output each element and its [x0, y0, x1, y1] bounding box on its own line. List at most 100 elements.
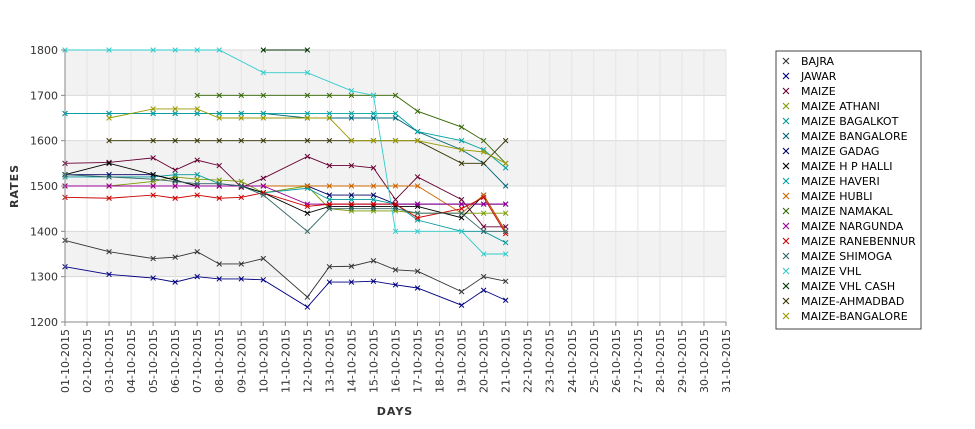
legend-item: MAIZE GADAG	[782, 145, 879, 158]
legend-marker	[782, 102, 790, 110]
series-layer	[62, 47, 509, 310]
legend-item: MAIZE SHIMOGA	[782, 250, 892, 263]
x-tick-label: 24-10-2015	[566, 329, 579, 393]
data-point	[194, 157, 200, 163]
data-point	[216, 47, 222, 53]
data-point	[370, 115, 377, 121]
data-point	[150, 192, 156, 198]
data-point	[414, 108, 421, 114]
legend-label: MAIZE	[801, 85, 836, 98]
data-point	[216, 115, 222, 121]
data-point	[502, 165, 509, 171]
legend-marker	[782, 87, 790, 95]
y-tick-label: 1800	[30, 44, 58, 57]
data-point	[414, 201, 421, 207]
legend-item: MAIZE VHL CASH	[782, 280, 895, 293]
x-tick-label: 16-10-2015	[390, 329, 403, 393]
data-point	[370, 205, 377, 212]
data-point	[414, 137, 421, 144]
legend-label: JAWAR	[800, 70, 837, 83]
y-tick-labels: 1200 1300 1400 1500 1600 1700 1800	[30, 44, 65, 329]
legend-label: BAJRA	[801, 55, 835, 68]
x-tick-label: 11-10-2015	[279, 329, 292, 393]
data-point	[304, 228, 311, 235]
data-point	[150, 183, 156, 189]
data-point	[194, 176, 200, 182]
x-tick-label: 28-10-2015	[654, 329, 667, 393]
data-point	[348, 88, 355, 94]
data-point	[106, 195, 112, 201]
data-point	[480, 228, 487, 235]
legend-marker	[782, 312, 790, 320]
data-point	[304, 115, 311, 121]
data-point	[502, 228, 509, 235]
series-15	[260, 47, 311, 53]
x-axis-title: DAYS	[377, 405, 413, 418]
data-point	[502, 160, 509, 167]
data-point	[194, 47, 200, 53]
data-point	[304, 153, 311, 160]
data-point	[370, 201, 377, 207]
legend-marker	[782, 132, 790, 140]
legend-item: MAIZE-AHMADBAD	[782, 295, 904, 308]
data-point	[106, 171, 112, 178]
legend-marker	[782, 177, 790, 185]
data-point	[370, 258, 377, 264]
x-tick-label: 10-10-2015	[257, 329, 270, 393]
legend-label: MAIZE VHL	[801, 265, 862, 278]
legend-label: MAIZE NAMAKAL	[801, 205, 894, 218]
data-point	[216, 137, 222, 144]
data-point	[480, 224, 487, 230]
data-point	[106, 110, 112, 117]
data-point	[194, 273, 200, 280]
data-point	[458, 196, 465, 203]
data-point	[106, 271, 112, 278]
x-tick-label: 12-10-2015	[301, 329, 314, 393]
data-point	[238, 276, 245, 282]
data-point	[260, 92, 267, 99]
data-point	[304, 110, 311, 117]
data-point	[304, 294, 311, 300]
series-12	[62, 190, 509, 237]
data-point	[106, 174, 112, 180]
legend-label: MAIZE RANEBENNUR	[801, 235, 916, 248]
legend-label: MAIZE ATHANI	[801, 100, 880, 113]
data-point	[172, 171, 178, 178]
x-tick-label: 17-10-2015	[412, 329, 425, 393]
legend-item: MAIZE	[782, 85, 836, 98]
data-point	[348, 137, 355, 144]
data-point	[502, 297, 509, 303]
data-point	[480, 149, 487, 155]
data-point	[194, 248, 200, 255]
x-tick-label: 25-10-2015	[588, 329, 601, 393]
data-point	[304, 92, 311, 99]
legend-label: MAIZE BAGALKOT	[801, 115, 899, 128]
legend-item: MAIZE VHL	[782, 265, 862, 278]
legend-marker	[782, 267, 790, 275]
data-point	[480, 194, 487, 201]
data-point	[260, 277, 267, 283]
legend-label: MAIZE-AHMADBAD	[801, 295, 904, 308]
data-point	[304, 137, 311, 144]
data-point	[414, 174, 421, 180]
data-point	[260, 255, 267, 262]
data-point	[458, 214, 465, 221]
data-point	[326, 183, 333, 189]
x-tick-label: 19-10-2015	[456, 329, 469, 393]
x-tick-labels: 01-10-2015 02-10-2015 03-10-2015 04-10-2015…	[59, 322, 733, 393]
x-tick-label: 23-10-2015	[544, 329, 557, 393]
data-point	[348, 201, 355, 207]
legend-marker	[782, 297, 790, 305]
legend-marker	[782, 117, 790, 125]
series-1	[62, 263, 509, 310]
data-point	[414, 214, 421, 221]
data-point	[150, 178, 156, 185]
data-point	[326, 115, 333, 121]
x-tick-label: 09-10-2015	[235, 329, 248, 393]
data-point	[392, 115, 399, 121]
data-point	[414, 128, 421, 135]
legend-marker	[782, 252, 790, 260]
data-point	[392, 137, 399, 144]
data-point	[260, 192, 267, 198]
